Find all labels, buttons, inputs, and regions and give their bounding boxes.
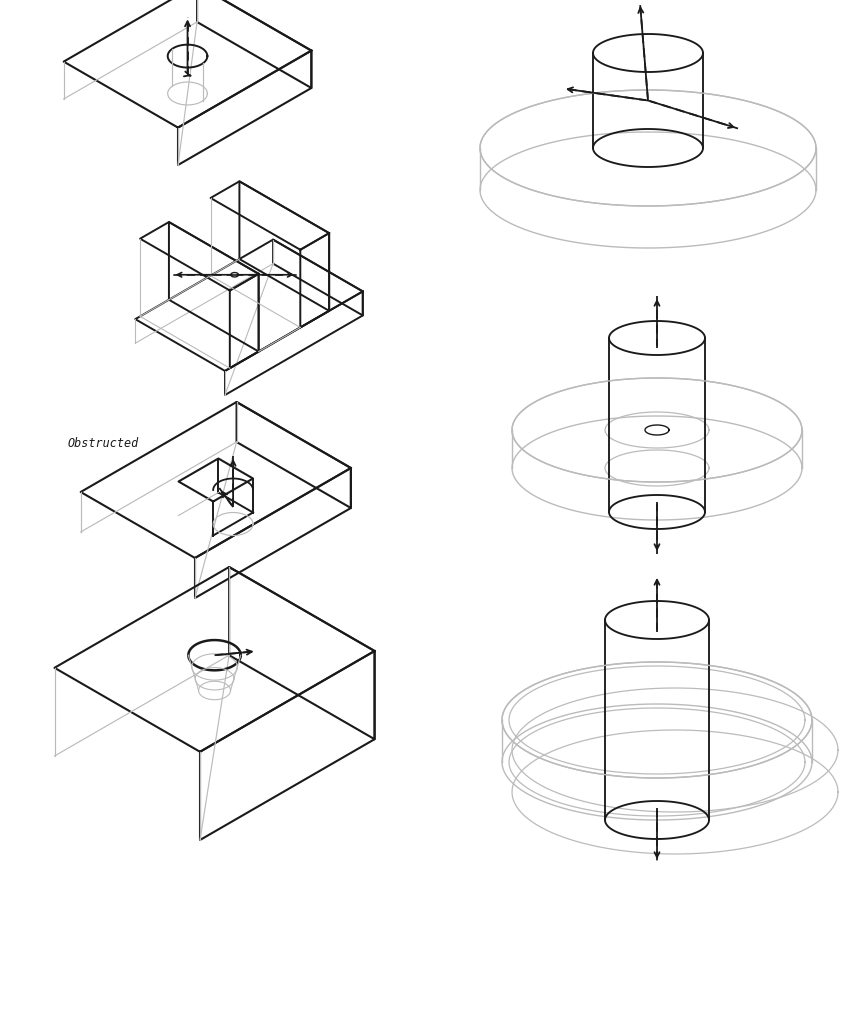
Text: Obstructed: Obstructed (68, 437, 140, 450)
